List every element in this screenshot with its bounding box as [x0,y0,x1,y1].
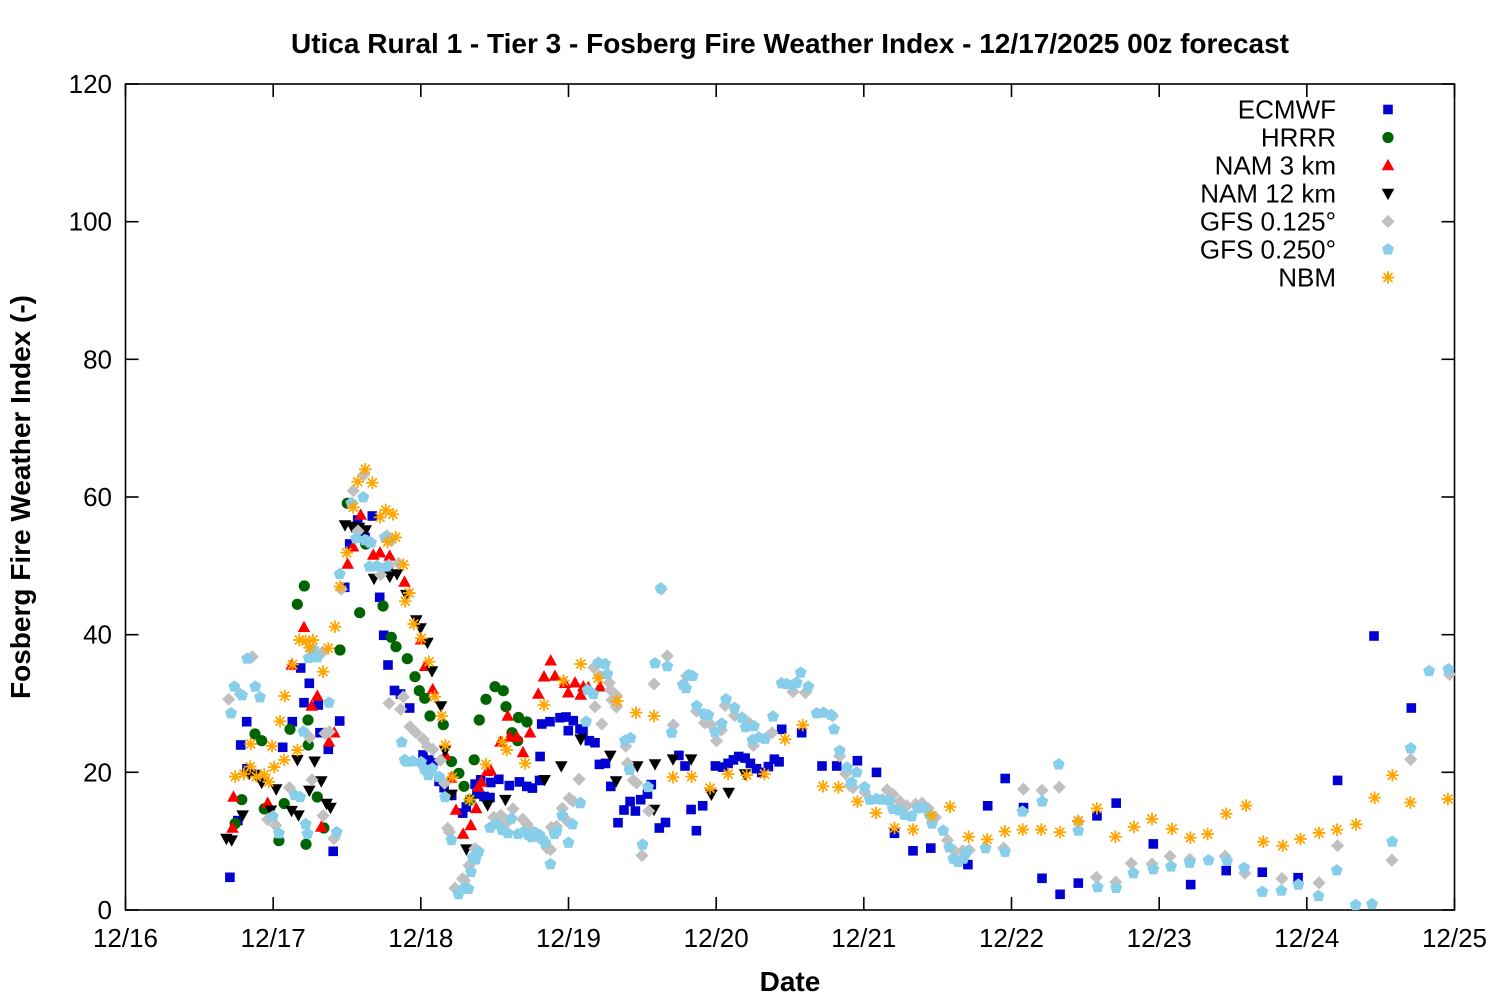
svg-text:NAM 3 km: NAM 3 km [1215,151,1336,181]
svg-text:12/24: 12/24 [1274,923,1339,953]
svg-text:Fosberg Fire Weather Index (-): Fosberg Fire Weather Index (-) [5,295,36,699]
svg-text:ECMWF: ECMWF [1238,95,1336,125]
svg-text:NAM 12 km: NAM 12 km [1200,179,1336,209]
svg-text:Date: Date [760,966,821,997]
svg-text:60: 60 [83,482,112,512]
svg-text:12/25: 12/25 [1422,923,1487,953]
svg-text:HRRR: HRRR [1261,123,1336,153]
svg-text:80: 80 [83,344,112,374]
svg-text:12/23: 12/23 [1127,923,1192,953]
svg-text:12/21: 12/21 [831,923,896,953]
svg-text:12/20: 12/20 [684,923,749,953]
svg-text:12/19: 12/19 [536,923,601,953]
svg-text:20: 20 [83,757,112,787]
svg-text:100: 100 [69,207,112,237]
svg-text:12/18: 12/18 [388,923,453,953]
svg-text:GFS 0.125°: GFS 0.125° [1200,207,1336,237]
svg-text:40: 40 [83,620,112,650]
svg-text:Utica Rural 1 - Tier 3 - Fosbe: Utica Rural 1 - Tier 3 - Fosberg Fire We… [291,28,1289,59]
svg-text:NBM: NBM [1278,263,1336,293]
svg-text:120: 120 [69,69,112,99]
svg-text:12/17: 12/17 [241,923,306,953]
svg-text:12/22: 12/22 [979,923,1044,953]
svg-text:GFS 0.250°: GFS 0.250° [1200,235,1336,265]
svg-text:0: 0 [98,895,112,925]
svg-text:12/16: 12/16 [93,923,158,953]
